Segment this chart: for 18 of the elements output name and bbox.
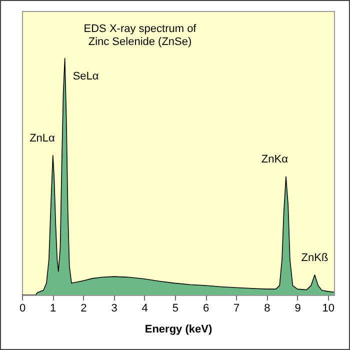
text: EDS X-ray spectrum of <box>84 23 196 35</box>
annotation: SeLα <box>72 70 100 82</box>
annotation: ZnLα <box>30 132 56 144</box>
annotation: ZnKα <box>261 154 289 166</box>
x-tick-label: 1 <box>50 302 56 314</box>
x-tick-label: 8 <box>264 302 270 314</box>
x-axis-title: Energy (keV) <box>144 324 212 336</box>
x-tick-label: 7 <box>234 302 240 314</box>
x-tick-label: 5 <box>172 302 179 314</box>
x-tick-label: 4 <box>142 302 148 314</box>
x-tick-label: 0 <box>19 302 26 314</box>
x-tick-label: 3 <box>111 302 118 314</box>
x-tick-label: 10 <box>322 302 335 314</box>
text: Zinc Selenide (ZnSe) <box>88 36 192 48</box>
x-tick-label: 9 <box>294 302 301 314</box>
x-tick-label: 6 <box>202 302 210 314</box>
annotation: ZnKß <box>301 252 328 264</box>
x-tick-label: 2 <box>80 302 87 314</box>
